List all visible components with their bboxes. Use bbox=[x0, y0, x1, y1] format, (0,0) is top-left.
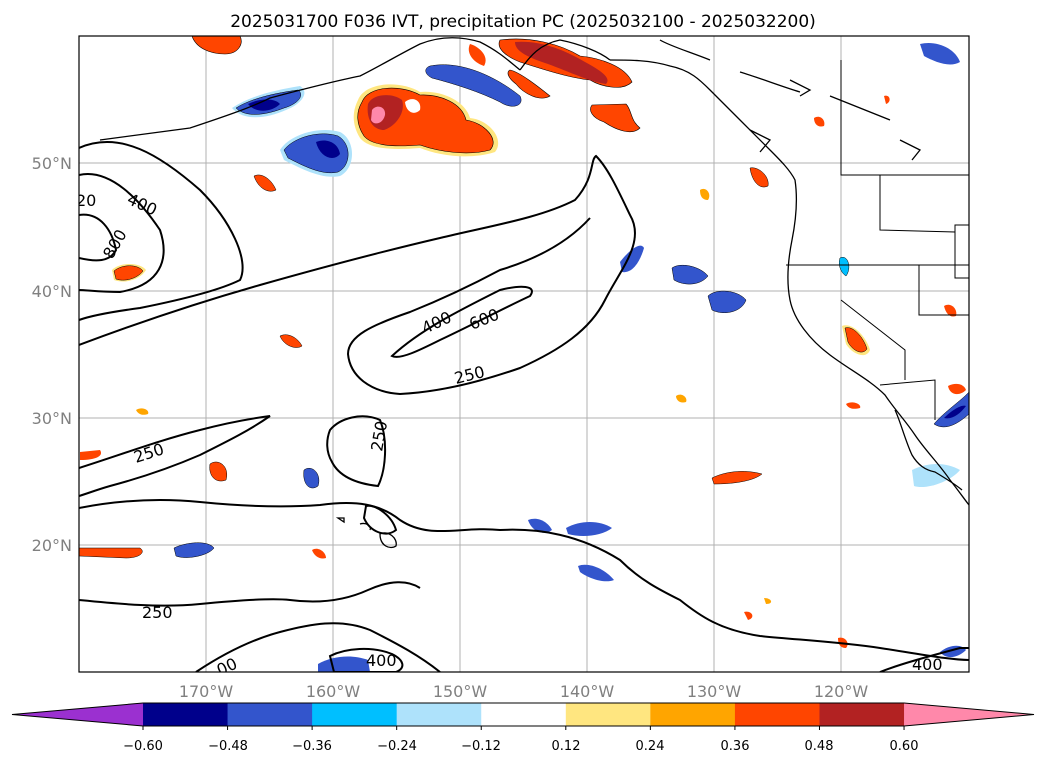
colorbar-tick: 0.36 bbox=[721, 739, 750, 754]
political-borders bbox=[786, 60, 969, 420]
lon-label-160w: 160°W bbox=[306, 682, 361, 701]
contour-label: 00 bbox=[214, 654, 240, 680]
lon-label-130w: 130°W bbox=[687, 682, 742, 701]
colorbar-segment bbox=[819, 703, 905, 726]
contour-label: 400 bbox=[366, 651, 397, 670]
lon-label-140w: 140°W bbox=[560, 682, 615, 701]
lat-label-50n: 50°N bbox=[32, 154, 72, 173]
colorbar-extend-low bbox=[12, 703, 143, 726]
colorbar-tick: −0.48 bbox=[208, 739, 248, 754]
lon-label-150w: 150°W bbox=[433, 682, 488, 701]
colorbar-tick: −0.24 bbox=[377, 739, 417, 754]
colorbar bbox=[11, 702, 1035, 730]
contour-label: 250 bbox=[142, 603, 173, 622]
ivt-contours bbox=[79, 141, 969, 672]
colorbar-tick: −0.12 bbox=[461, 739, 501, 754]
lat-label-30n: 30°N bbox=[32, 409, 72, 428]
colorbar-tick: 0.48 bbox=[805, 739, 834, 754]
lon-label-120w: 120°W bbox=[814, 682, 869, 701]
contour-label: 20 bbox=[76, 191, 96, 210]
colorbar-segment bbox=[396, 703, 482, 726]
coastlines bbox=[99, 37, 969, 506]
colorbar-segment bbox=[481, 703, 567, 726]
map-area: 400 800 20 400 600 250 250 250 250 00 40… bbox=[76, 36, 969, 680]
colorbar-tick: 0.60 bbox=[890, 739, 919, 754]
colorbar-segment bbox=[565, 703, 651, 726]
colorbar-tick: −0.36 bbox=[292, 739, 332, 754]
precipitation-pc-field bbox=[79, 36, 969, 672]
map-frame bbox=[78, 35, 970, 673]
colorbar-tick: 0.24 bbox=[636, 739, 665, 754]
colorbar-tick: 0.12 bbox=[552, 739, 581, 754]
colorbar-ticks: −0.60 −0.48 −0.36 −0.24 −0.12 0.12 0.24 … bbox=[123, 739, 918, 754]
longitude-labels: 170°W 160°W 150°W 140°W 130°W 120°W bbox=[179, 682, 869, 701]
lon-label-170w: 170°W bbox=[179, 682, 234, 701]
latitude-labels: 50°N 40°N 30°N 20°N bbox=[32, 154, 72, 555]
colorbar-extend-high bbox=[904, 703, 1034, 726]
colorbar-segment bbox=[227, 703, 313, 726]
colorbar-segment bbox=[734, 703, 820, 726]
colorbar-segment bbox=[312, 703, 398, 726]
contour-label: 400 bbox=[912, 655, 943, 674]
lat-label-20n: 20°N bbox=[32, 536, 72, 555]
colorbar-segment bbox=[143, 703, 229, 726]
colorbar-tick: −0.60 bbox=[123, 739, 163, 754]
colorbar-segment bbox=[650, 703, 736, 726]
map-title: 2025031700 F036 IVT, precipitation PC (2… bbox=[230, 12, 816, 32]
lat-label-40n: 40°N bbox=[32, 282, 72, 301]
